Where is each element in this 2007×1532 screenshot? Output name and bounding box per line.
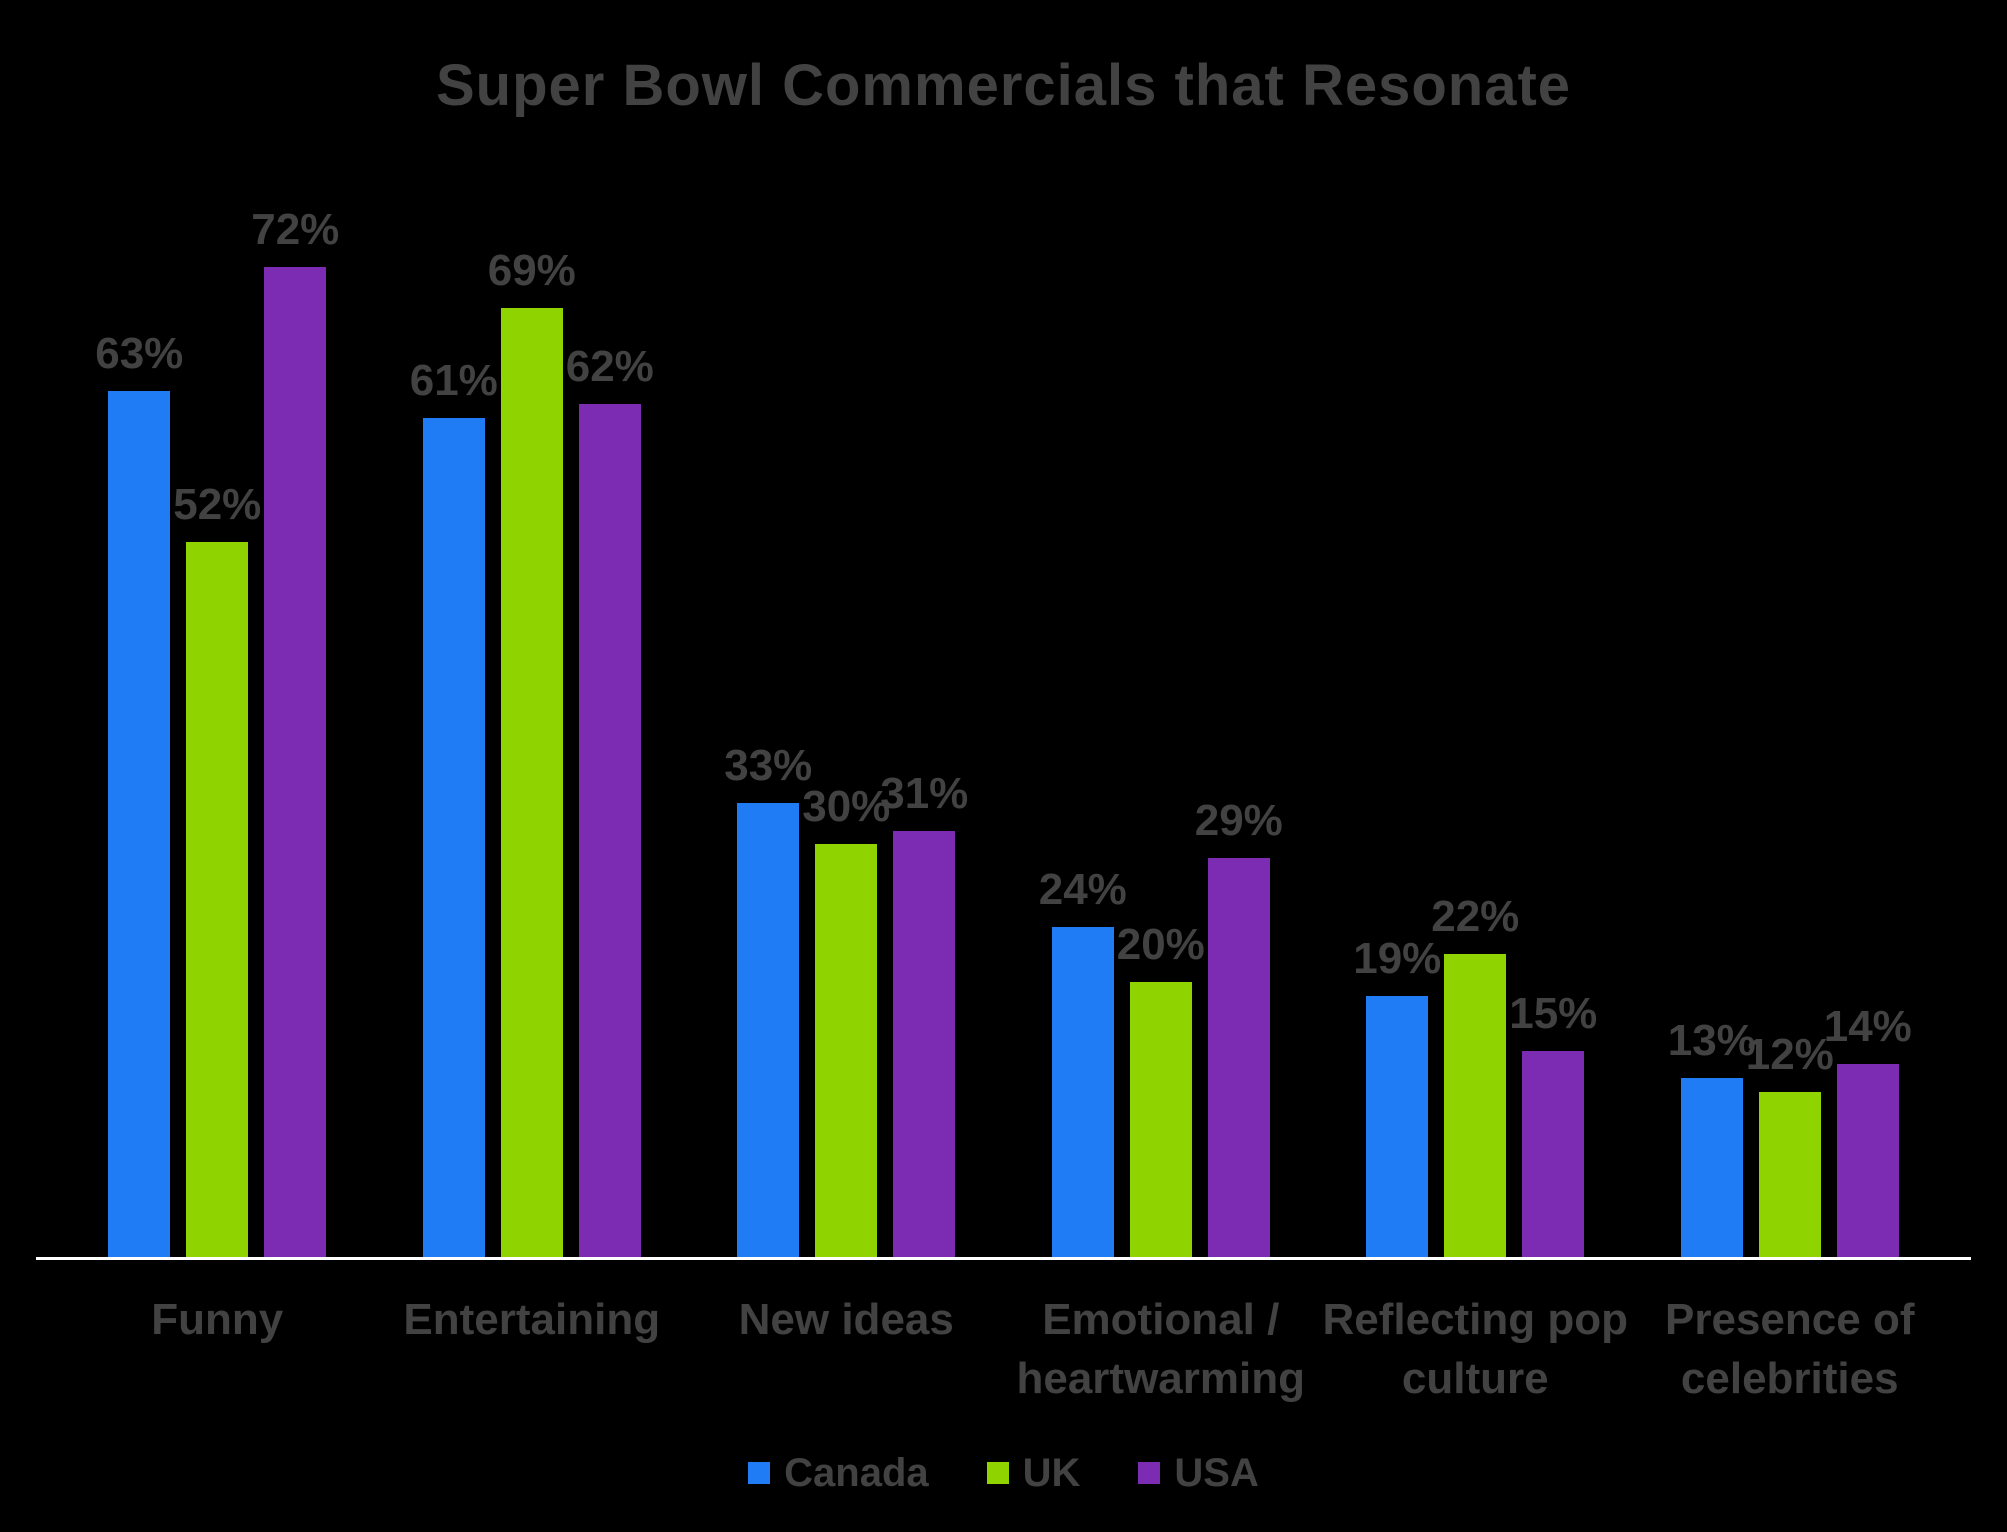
bar-column-usa: 14%	[1824, 1002, 1912, 1257]
bar-uk-reflecting-pop-culture	[1444, 954, 1507, 1257]
chart-title: Super Bowl Commercials that Resonate	[435, 53, 1572, 118]
bar-column-canada: 13%	[1668, 1016, 1756, 1257]
category-label-presence-of-celebrities: Presence of celebrities	[1633, 1260, 1948, 1409]
bar-value-label: 63%	[95, 329, 184, 378]
bar-group-reflecting-pop-culture: 19% 22% 15%	[1318, 157, 1633, 1257]
bar-column-uk: 69%	[488, 246, 576, 1257]
bar-uk-funny	[186, 542, 249, 1257]
bar-column-canada: 19%	[1353, 934, 1441, 1257]
category-label-line: Entertaining	[403, 1295, 661, 1344]
bar-group-entertaining: 61% 69% 62%	[375, 157, 690, 1257]
bar-value-label: 69%	[487, 246, 576, 295]
category-label-line: Emotional /	[1042, 1295, 1280, 1344]
bar-value-label: 31%	[880, 769, 969, 818]
legend-label: UK	[1022, 1450, 1081, 1495]
bar-usa-funny	[264, 267, 327, 1257]
bar-value-label: 14%	[1823, 1002, 1912, 1051]
bar-value-label: 24%	[1038, 865, 1127, 914]
legend-item-canada: Canada	[748, 1451, 929, 1496]
x-axis-line	[36, 1257, 1971, 1260]
bar-canada-funny	[108, 391, 171, 1257]
category-label-emotional-heartwarming: Emotional / heartwarming	[1004, 1260, 1319, 1409]
bar-canada-reflecting-pop-culture	[1366, 996, 1429, 1257]
bar-column-uk: 30%	[802, 782, 890, 1257]
bar-column-usa: 72%	[251, 205, 339, 1257]
bar-column-uk: 12%	[1746, 1030, 1834, 1257]
legend-label: USA	[1174, 1450, 1259, 1495]
category-label-entertaining: Entertaining	[375, 1260, 690, 1409]
category-labels-row: Funny Entertaining New ideas Emotional / hea…	[60, 1260, 1947, 1409]
category-label-line: culture	[1401, 1354, 1549, 1404]
legend-label: Canada	[784, 1450, 929, 1495]
bar-uk-emotional-heartwarming	[1129, 982, 1192, 1257]
legend-item-uk: UK	[986, 1450, 1081, 1496]
bar-value-label: 62%	[565, 342, 654, 391]
bar-column-usa: 29%	[1195, 796, 1283, 1257]
category-label-reflecting-pop-culture: Reflecting pop culture	[1318, 1260, 1633, 1409]
legend: Canada UK USA	[0, 1451, 2007, 1496]
bar-column-canada: 63%	[95, 329, 183, 1257]
category-label-new-ideas: New ideas	[689, 1260, 1004, 1409]
bar-uk-entertaining	[500, 308, 563, 1257]
bar-column-canada: 24%	[1039, 865, 1127, 1257]
bar-column-uk: 20%	[1117, 920, 1205, 1257]
bar-column-usa: 62%	[566, 342, 654, 1257]
bar-value-label: 33%	[724, 741, 813, 790]
legend-swatch-icon	[1138, 1462, 1161, 1485]
category-label-line: Funny	[151, 1295, 284, 1344]
bar-usa-new-ideas	[893, 831, 956, 1257]
bar-canada-presence-of-celebrities	[1680, 1078, 1743, 1257]
bar-value-label: 30%	[802, 782, 891, 831]
category-label-line: celebrities	[1680, 1354, 1899, 1404]
bar-column-canada: 33%	[724, 741, 812, 1257]
bar-column-usa: 31%	[880, 769, 968, 1257]
bar-column-uk: 22%	[1431, 892, 1519, 1257]
bar-value-label: 72%	[251, 205, 340, 254]
bar-group-funny: 63% 52% 72%	[60, 157, 375, 1257]
category-label-line: heartwarming	[1016, 1354, 1305, 1404]
bar-value-label: 13%	[1667, 1016, 1756, 1065]
bar-value-label: 12%	[1745, 1030, 1834, 1079]
bar-uk-new-ideas	[815, 844, 878, 1257]
bar-value-label: 61%	[409, 356, 498, 405]
category-label-funny: Funny	[60, 1260, 375, 1409]
bar-column-canada: 61%	[410, 356, 498, 1257]
bar-value-label: 29%	[1194, 796, 1283, 845]
legend-swatch-icon	[986, 1462, 1009, 1485]
bar-value-label: 15%	[1509, 989, 1598, 1038]
bar-canada-emotional-heartwarming	[1051, 927, 1114, 1257]
bar-value-label: 22%	[1431, 892, 1520, 941]
bar-canada-entertaining	[422, 418, 485, 1257]
bar-column-usa: 15%	[1509, 989, 1597, 1257]
category-label-line: Presence of	[1665, 1295, 1915, 1344]
category-label-line: New ideas	[738, 1295, 954, 1344]
bar-group-emotional-heartwarming: 24% 20% 29%	[1004, 157, 1319, 1257]
bar-value-label: 20%	[1116, 920, 1205, 969]
bar-value-label: 52%	[173, 480, 262, 529]
legend-item-usa: USA	[1138, 1450, 1259, 1496]
bar-group-presence-of-celebrities: 13% 12% 14%	[1633, 157, 1948, 1257]
bar-usa-reflecting-pop-culture	[1522, 1051, 1585, 1257]
category-label-line: Reflecting pop	[1322, 1295, 1629, 1344]
bar-uk-presence-of-celebrities	[1758, 1092, 1821, 1257]
bar-canada-new-ideas	[737, 803, 800, 1257]
bar-column-uk: 52%	[173, 480, 261, 1257]
bar-value-label: 19%	[1353, 934, 1442, 983]
bar-group-new-ideas: 33% 30% 31%	[689, 157, 1004, 1257]
legend-swatch-icon	[748, 1462, 771, 1485]
bar-usa-entertaining	[578, 404, 641, 1257]
plot-area: 63% 52% 72% 61% 69% 62% 33% 30% 31% 24% 20% 29% 19% 2…	[60, 157, 1947, 1257]
bar-usa-presence-of-celebrities	[1836, 1064, 1899, 1257]
bar-usa-emotional-heartwarming	[1207, 858, 1270, 1257]
